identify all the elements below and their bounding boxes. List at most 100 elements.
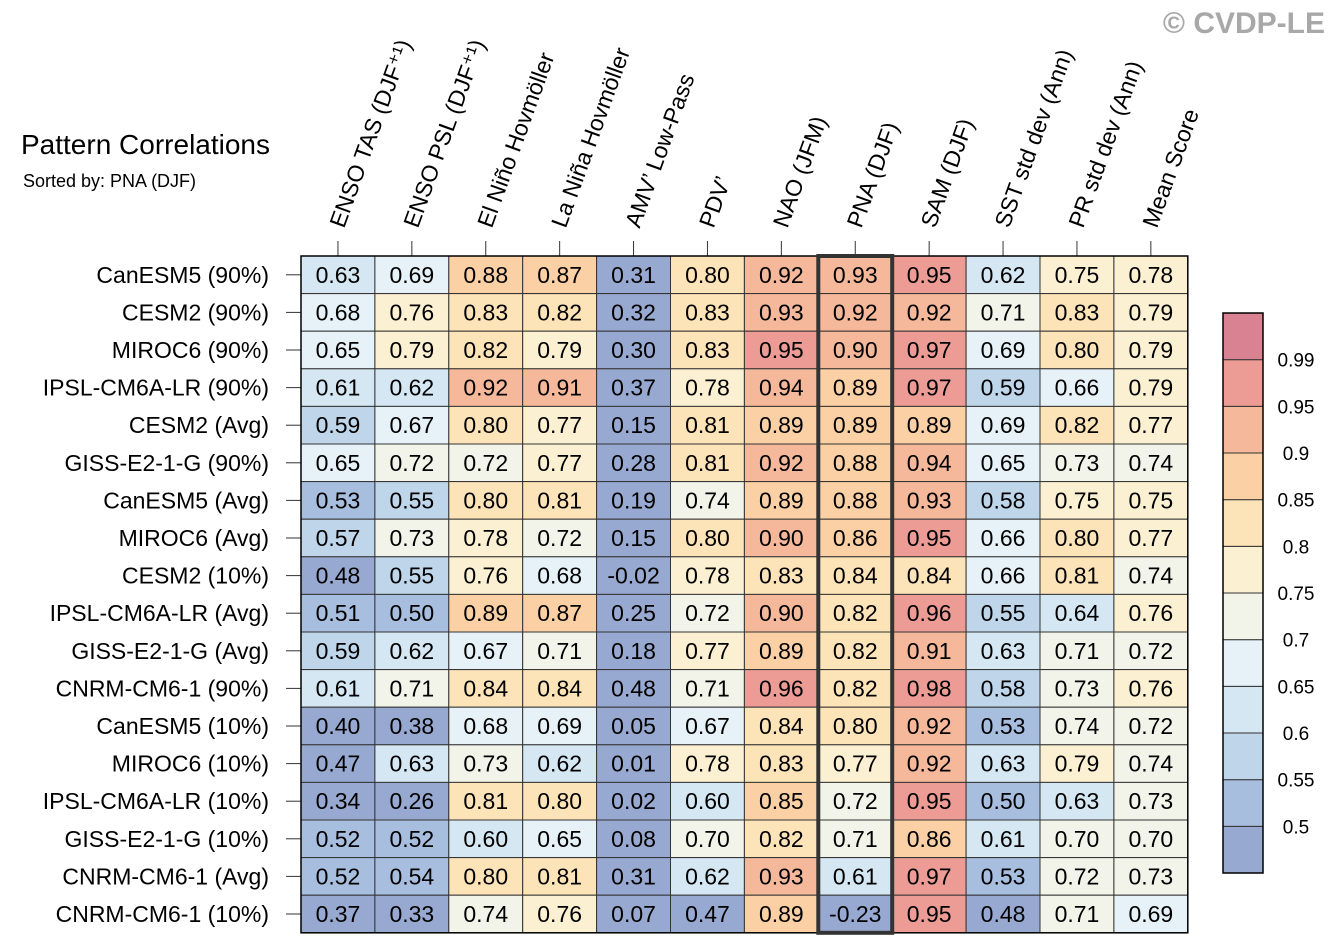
cell-value-label: 0.62 (389, 638, 434, 664)
cell-value-label: 0.08 (611, 826, 656, 852)
heatmap-cell (743, 744, 819, 783)
cell-value-label: 0.88 (463, 262, 508, 288)
heatmap-cell (670, 255, 745, 295)
cell-value-label: 0.76 (537, 901, 582, 927)
cell-value-label: 0.92 (907, 299, 952, 325)
heatmap-cell (374, 293, 450, 332)
cell-value-label: 0.69 (537, 713, 582, 739)
heatmap-cell (743, 443, 819, 483)
cell-value-label: 0.89 (759, 412, 804, 438)
heatmap-cell (374, 706, 450, 746)
cell-value-label: 0.93 (759, 299, 804, 325)
cell-value-label: 0.82 (833, 675, 878, 701)
cell-value-label: 0.74 (1128, 563, 1173, 589)
cell-value-label: 0.71 (981, 299, 1026, 325)
grid-frame (300, 255, 1189, 934)
cell-value-label: 0.90 (759, 525, 804, 551)
cell-value-label: 0.72 (1128, 713, 1173, 739)
heatmap-cell (891, 518, 967, 558)
heatmap-cell (891, 443, 967, 483)
cell-value-label: 0.81 (1055, 563, 1100, 589)
cell-value-label: 0.92 (759, 450, 804, 476)
cell-value-label: 0.84 (833, 563, 878, 589)
cell-value-label: 0.50 (981, 788, 1026, 814)
chart-subtitle: Sorted by: PNA (DJF) (23, 171, 196, 191)
heatmap-cell (670, 857, 745, 896)
heatmap-cell (522, 894, 598, 934)
cell-value-label: 0.89 (759, 487, 804, 513)
cell-value-label: 0.69 (1128, 901, 1173, 927)
cell-value-label: 0.80 (685, 262, 730, 288)
cell-value-label: 0.79 (1128, 375, 1173, 401)
cell-value-label: 0.62 (389, 375, 434, 401)
row-label: IPSL-CM6A-LR (Avg) (50, 600, 269, 626)
cell-value-label: 0.67 (463, 638, 508, 664)
column-label: SST std dev (Ann) (989, 46, 1078, 231)
colorbar-swatch (1222, 592, 1264, 641)
cell-value-label: 0.80 (463, 412, 508, 438)
cell-value-label: 0.88 (833, 487, 878, 513)
heatmap-cell (743, 330, 819, 370)
cell-value-label: 0.79 (1055, 751, 1100, 777)
cell-value-label: 0.98 (907, 675, 952, 701)
heatmap-cell (596, 556, 671, 595)
heatmap-cell (1039, 669, 1115, 708)
cell-value-label: 0.85 (759, 788, 804, 814)
heatmap-cell (965, 593, 1041, 633)
cell-value-label: 0.82 (833, 638, 878, 664)
cell-value-label: 0.62 (685, 863, 730, 889)
highlight-column-box (816, 254, 895, 935)
cell-value-label: 0.51 (316, 600, 361, 626)
cell-value-label: 0.48 (981, 901, 1026, 927)
row-label: GISS-E2-1-G (90%) (65, 450, 270, 476)
heatmap-cell (965, 706, 1041, 746)
heatmap-cell (670, 819, 745, 859)
heatmap-cell (965, 518, 1041, 558)
heatmap-cell (670, 405, 745, 445)
cell-value-label: -0.23 (829, 901, 881, 927)
cell-value-label: 0.69 (981, 412, 1026, 438)
heatmap-cell (1039, 706, 1115, 746)
cell-value-label: 0.66 (1055, 375, 1100, 401)
heatmap-cell (670, 518, 745, 558)
cell-value-label: 0.79 (537, 337, 582, 363)
cell-value-label: 0.73 (1055, 675, 1100, 701)
heatmap-cell (448, 593, 524, 633)
cell-value-label: 0.93 (759, 863, 804, 889)
heatmap-cell (965, 556, 1041, 595)
heatmap-cell (743, 819, 819, 859)
heatmap-cell (965, 481, 1041, 520)
heatmap-cell (374, 556, 450, 595)
heatmap-cell (374, 744, 450, 783)
heatmap-cell (522, 330, 598, 370)
heatmap-cell (891, 593, 967, 633)
heatmap-cell (670, 443, 745, 483)
cell-value-label: 0.76 (1128, 600, 1173, 626)
heatmap-cell (743, 593, 819, 633)
colorbar-swatch (1222, 312, 1264, 361)
cell-value-label: 0.83 (759, 751, 804, 777)
cell-value-label: 0.47 (316, 751, 361, 777)
cell-value-label: 0.71 (537, 638, 582, 664)
heatmap-cell (670, 894, 745, 934)
colorbar-swatch (1222, 499, 1264, 547)
column-label: AMV’ Low-Pass (620, 70, 700, 231)
cell-value-label: 0.92 (907, 713, 952, 739)
heatmap-cell (743, 293, 819, 332)
column-label: SAM (DJF) (915, 115, 978, 231)
heatmap-cell (743, 669, 819, 708)
heatmap-cell (1039, 556, 1115, 595)
cell-value-label: 0.75 (1128, 487, 1173, 513)
colorbar-swatch (1222, 405, 1264, 454)
cell-value-label: 0.72 (833, 788, 878, 814)
heatmap-cell (1039, 481, 1115, 520)
cell-value-label: 0.34 (316, 788, 361, 814)
heatmap-cell (596, 894, 671, 934)
heatmap-cell (670, 669, 745, 708)
cell-value-label: 0.84 (907, 563, 952, 589)
cell-value-label: 0.71 (1055, 638, 1100, 664)
colorbar-tick-label: 0.75 (1278, 584, 1315, 605)
cell-value-label: 0.89 (759, 638, 804, 664)
cell-value-label: 0.81 (685, 412, 730, 438)
cell-value-label: 0.96 (907, 600, 952, 626)
